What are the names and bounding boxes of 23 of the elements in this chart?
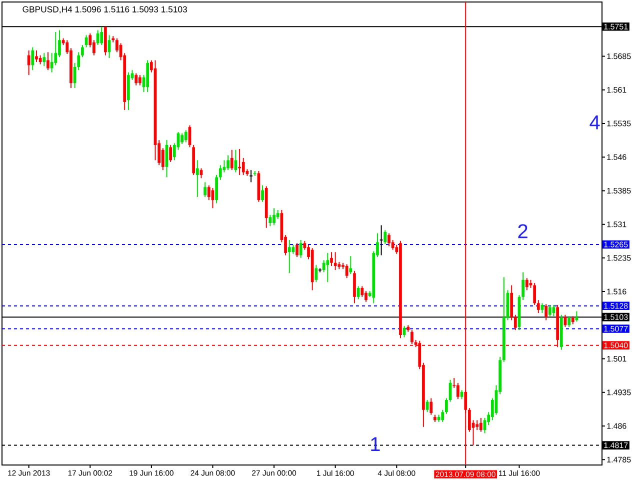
chart-title: GBPUSD,H4 1.5096 1.5116 1.5093 1.5103 [22, 6, 187, 14]
ref-line-label: 1.5751 [604, 24, 628, 30]
y-tick-label: 1.5385 [607, 188, 631, 194]
y-tick-label: 1.531 [607, 221, 626, 228]
text: 4 [590, 116, 600, 130]
annotation: 2 [518, 224, 528, 238]
ref-line-label: 1.5128 [604, 303, 628, 309]
y-tick-label: 1.561 [607, 87, 626, 93]
ref-line-label: 1.5077 [604, 326, 628, 332]
y-tick-label: 1.4935 [607, 390, 631, 396]
y-tick-label: 1.5535 [607, 120, 631, 126]
ref-line-label: 1.5103 [604, 314, 628, 320]
y-tick-label: 1.486 [607, 423, 626, 429]
y-tick-label: 1.516 [607, 288, 626, 294]
annotation: 1 [371, 437, 380, 452]
ref-line-label: 1.5265 [604, 242, 628, 248]
y-tick-label: 1.546 [607, 154, 626, 160]
ref-line-label: 1.4817 [604, 442, 628, 448]
y-tick-label: 1.501 [607, 356, 626, 362]
y-tick-label: 1.5235 [607, 255, 631, 261]
y-tick-label: 1.4785 [607, 456, 631, 462]
y-tick-label: 1.5685 [607, 53, 631, 60]
ref-line-label: 1.5040 [604, 342, 628, 348]
